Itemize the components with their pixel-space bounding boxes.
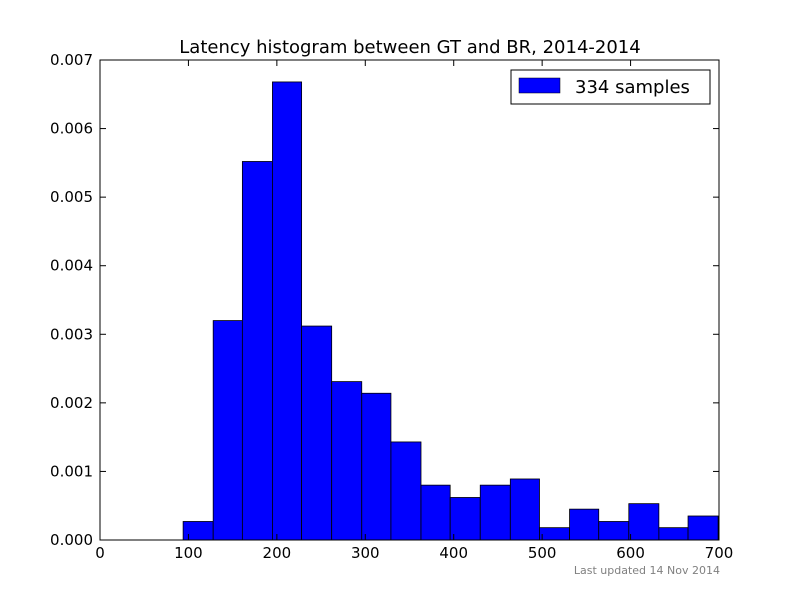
y-tick-label: 0.004 [50,257,93,275]
axis-ticks [99,59,720,541]
histogram-bar [687,515,719,541]
histogram-bar [182,521,214,541]
x-tick-label: 600 [616,544,645,562]
histogram-bars [182,81,719,541]
last-updated-note: Last updated 14 Nov 2014 [574,564,720,577]
histogram-bar [479,484,511,541]
chart-legend: 334 samples [510,69,711,105]
y-tick-label: 0.000 [50,531,93,549]
histogram-bar [420,484,451,541]
x-axis-tick-labels: 0 100 200 300 400 500 600 700 [95,544,733,562]
y-axis-tick-labels: 0.000 0.001 0.002 0.003 0.004 0.005 0.006 0.007 [50,51,93,549]
histogram-bar [628,503,660,541]
x-tick-label: 400 [439,544,468,562]
histogram-bar [212,320,243,541]
chart-title: Latency histogram between GT and BR, 201… [179,37,640,58]
histogram-bar [331,381,363,541]
histogram-bar [361,392,392,541]
x-tick-label: 500 [528,544,557,562]
histogram-bar [598,521,630,541]
legend-label: 334 samples [575,77,690,98]
histogram-bar [658,527,689,541]
legend-swatch [518,77,561,94]
histogram-bar [449,497,481,541]
x-tick-label: 0 [95,544,105,562]
x-tick-label: 300 [351,544,380,562]
y-tick-label: 0.003 [50,325,93,343]
plot-area-frame [99,59,720,541]
x-tick-label: 200 [263,544,292,562]
histogram-bar [539,527,570,541]
y-tick-label: 0.005 [50,188,93,206]
histogram-bar [509,478,540,541]
x-tick-label: 700 [705,544,734,562]
histogram-bar [241,161,273,541]
histogram-bar [569,508,600,541]
histogram-bar [272,81,303,541]
x-tick-label: 100 [174,544,203,562]
y-tick-label: 0.006 [50,120,93,138]
y-tick-label: 0.001 [50,462,93,480]
histogram-bar [301,325,333,541]
y-tick-label: 0.007 [50,51,93,69]
y-tick-label: 0.002 [50,394,93,412]
histogram-bar [390,441,422,541]
